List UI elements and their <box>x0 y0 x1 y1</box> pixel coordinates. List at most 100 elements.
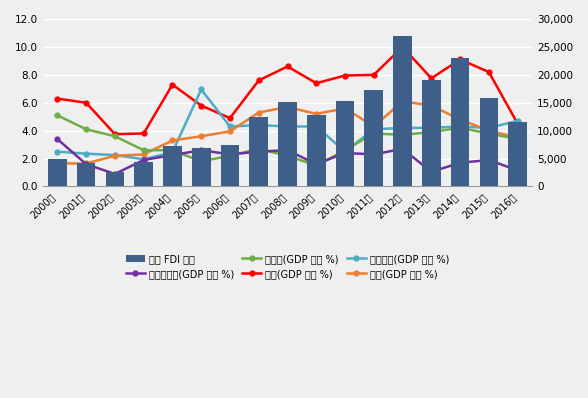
아르헨티나(GDP 대비 %) <box>514 168 521 173</box>
아르헨티나(GDP 대비 %) <box>198 148 205 152</box>
브라질(GDP 대비 %) <box>342 148 349 152</box>
페루(GDP 대비 %) <box>111 153 118 158</box>
콜롬비아(GDP 대비 %) <box>111 153 118 158</box>
콜롬비아(GDP 대비 %) <box>485 125 492 130</box>
브라질(GDP 대비 %) <box>370 131 377 136</box>
콜롬비아(GDP 대비 %) <box>428 125 435 130</box>
Line: 아르헨티나(GDP 대비 %): 아르헨티나(GDP 대비 %) <box>55 137 520 176</box>
Bar <box>77 163 95 187</box>
Bar <box>336 101 355 187</box>
페루(GDP 대비 %) <box>284 105 291 109</box>
페루(GDP 대비 %) <box>82 161 89 166</box>
아르헨티나(GDP 대비 %) <box>54 137 61 141</box>
칠레(GDP 대비 %) <box>82 100 89 105</box>
페루(GDP 대비 %) <box>169 138 176 143</box>
Bar <box>278 102 297 187</box>
콜롬비아(GDP 대비 %) <box>284 124 291 129</box>
Bar <box>480 98 498 187</box>
아르헨티나(GDP 대비 %) <box>284 148 291 152</box>
콜롬비아(GDP 대비 %) <box>169 150 176 155</box>
칠레(GDP 대비 %) <box>111 132 118 137</box>
칠레(GDP 대비 %) <box>313 81 320 86</box>
Line: 브라질(GDP 대비 %): 브라질(GDP 대비 %) <box>55 113 520 168</box>
콜롬비아(GDP 대비 %) <box>198 87 205 92</box>
콜롬비아(GDP 대비 %) <box>255 123 262 127</box>
페루(GDP 대비 %) <box>370 124 377 129</box>
브라질(GDP 대비 %) <box>514 137 521 141</box>
콜롬비아(GDP 대비 %) <box>54 149 61 154</box>
칠레(GDP 대비 %) <box>370 72 377 77</box>
Line: 칠레(GDP 대비 %): 칠레(GDP 대비 %) <box>55 45 520 137</box>
페루(GDP 대비 %) <box>399 99 406 104</box>
브라질(GDP 대비 %) <box>456 125 463 130</box>
아르헨티나(GDP 대비 %) <box>428 170 435 174</box>
Line: 콜롬비아(GDP 대비 %): 콜롬비아(GDP 대비 %) <box>55 87 520 162</box>
브라질(GDP 대비 %) <box>111 134 118 139</box>
아르헨티나(GDP 대비 %) <box>370 152 377 157</box>
칠레(GDP 대비 %) <box>399 45 406 49</box>
브라질(GDP 대비 %) <box>140 148 147 152</box>
브라질(GDP 대비 %) <box>169 148 176 152</box>
Legend: 칠레 FDI 유입, 아르헨티나(GDP 대비 %), 브라질(GDP 대비 %), 칠레(GDP 대비 %), 콜롬비아(GDP 대비 %), 페루(GDP : 칠레 FDI 유입, 아르헨티나(GDP 대비 %), 브라질(GDP 대비 %… <box>122 250 453 283</box>
아르헨티나(GDP 대비 %) <box>140 158 147 162</box>
Bar <box>48 159 66 187</box>
Bar <box>422 80 440 187</box>
콜롬비아(GDP 대비 %) <box>342 149 349 154</box>
브라질(GDP 대비 %) <box>255 146 262 151</box>
칠레(GDP 대비 %) <box>140 131 147 136</box>
페루(GDP 대비 %) <box>342 106 349 111</box>
브라질(GDP 대비 %) <box>54 113 61 118</box>
아르헨티나(GDP 대비 %) <box>399 146 406 151</box>
브라질(GDP 대비 %) <box>399 133 406 137</box>
Line: 페루(GDP 대비 %): 페루(GDP 대비 %) <box>55 99 520 166</box>
칠레(GDP 대비 %) <box>226 116 233 121</box>
아르헨티나(GDP 대비 %) <box>82 162 89 166</box>
Bar <box>307 115 326 187</box>
칠레(GDP 대비 %) <box>428 76 435 81</box>
칠레(GDP 대비 %) <box>342 73 349 78</box>
브라질(GDP 대비 %) <box>198 159 205 164</box>
Bar <box>106 172 124 187</box>
Bar <box>393 36 412 187</box>
페루(GDP 대비 %) <box>198 134 205 139</box>
콜롬비아(GDP 대비 %) <box>313 124 320 129</box>
콜롬비아(GDP 대비 %) <box>226 124 233 129</box>
아르헨티나(GDP 대비 %) <box>485 158 492 162</box>
콜롬비아(GDP 대비 %) <box>370 127 377 132</box>
칠레(GDP 대비 %) <box>485 70 492 74</box>
칠레(GDP 대비 %) <box>284 64 291 69</box>
Bar <box>163 146 182 187</box>
콜롬비아(GDP 대비 %) <box>140 157 147 162</box>
브라질(GDP 대비 %) <box>428 130 435 135</box>
콜롬비아(GDP 대비 %) <box>514 119 521 123</box>
브라질(GDP 대비 %) <box>82 127 89 132</box>
칠레(GDP 대비 %) <box>514 121 521 126</box>
아르헨티나(GDP 대비 %) <box>342 150 349 155</box>
페루(GDP 대비 %) <box>54 161 61 166</box>
페루(GDP 대비 %) <box>428 103 435 108</box>
페루(GDP 대비 %) <box>140 152 147 157</box>
칠레(GDP 대비 %) <box>456 57 463 62</box>
Bar <box>451 58 469 187</box>
콜롬비아(GDP 대비 %) <box>456 124 463 129</box>
Bar <box>249 117 268 187</box>
브라질(GDP 대비 %) <box>485 131 492 136</box>
브라질(GDP 대비 %) <box>284 153 291 158</box>
페루(GDP 대비 %) <box>226 129 233 134</box>
Bar <box>220 145 239 187</box>
페루(GDP 대비 %) <box>456 117 463 122</box>
아르헨티나(GDP 대비 %) <box>313 162 320 166</box>
Bar <box>365 90 383 187</box>
아르헨티나(GDP 대비 %) <box>456 160 463 165</box>
페루(GDP 대비 %) <box>313 111 320 116</box>
콜롬비아(GDP 대비 %) <box>399 125 406 130</box>
페루(GDP 대비 %) <box>255 110 262 115</box>
아르헨티나(GDP 대비 %) <box>255 149 262 154</box>
칠레(GDP 대비 %) <box>169 82 176 87</box>
Bar <box>508 123 527 187</box>
페루(GDP 대비 %) <box>485 128 492 133</box>
Bar <box>192 148 211 187</box>
아르헨티나(GDP 대비 %) <box>226 152 233 157</box>
브라질(GDP 대비 %) <box>313 163 320 168</box>
콜롬비아(GDP 대비 %) <box>82 151 89 156</box>
